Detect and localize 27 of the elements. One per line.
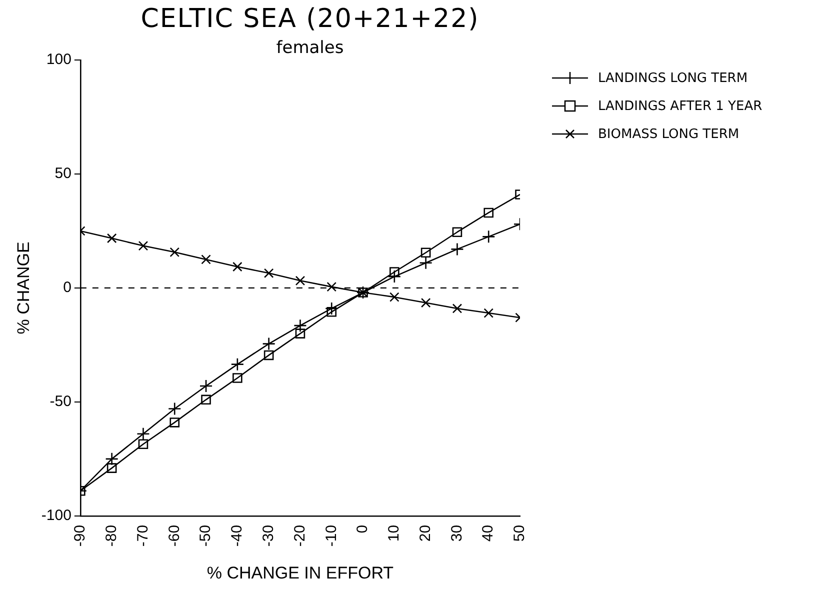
y-tick-label: 50: [54, 165, 72, 182]
legend-label: LANDINGS AFTER 1 YEAR: [598, 98, 762, 114]
y-axis-title: % CHANGE: [14, 242, 33, 334]
y-tick-label: -50: [50, 393, 72, 410]
y-tick-label: -100: [41, 507, 72, 524]
x-axis-title: % CHANGE IN EFFORT: [206, 563, 394, 582]
x-tick-label: -40: [228, 524, 246, 547]
x-tick-label: 0: [354, 524, 372, 534]
x-tick-label: 10: [386, 524, 403, 542]
chart-title: CELTIC SEA (20+21+22): [140, 4, 480, 34]
x-tick-label: -20: [291, 524, 308, 547]
x-tick-label: -90: [72, 524, 89, 547]
x-tick-label: -10: [322, 524, 340, 547]
x-tick-label: -80: [102, 524, 120, 547]
x-tick-label: 30: [448, 524, 466, 542]
x-tick-label: 50: [511, 524, 528, 542]
chart-subtitle: females: [276, 38, 344, 58]
x-tick-label: 20: [416, 524, 434, 542]
x-tick-label: 40: [480, 524, 497, 542]
x-tick-label: -50: [197, 524, 214, 547]
legend-label: BIOMASS LONG TERM: [598, 126, 740, 142]
y-tick-label: 100: [46, 51, 72, 68]
x-tick-label: -60: [166, 524, 183, 547]
x-tick-label: -70: [134, 524, 152, 547]
legend-label: LANDINGS LONG TERM: [598, 70, 748, 86]
x-tick-label: -30: [260, 524, 277, 547]
y-tick-label: 0: [63, 279, 72, 296]
